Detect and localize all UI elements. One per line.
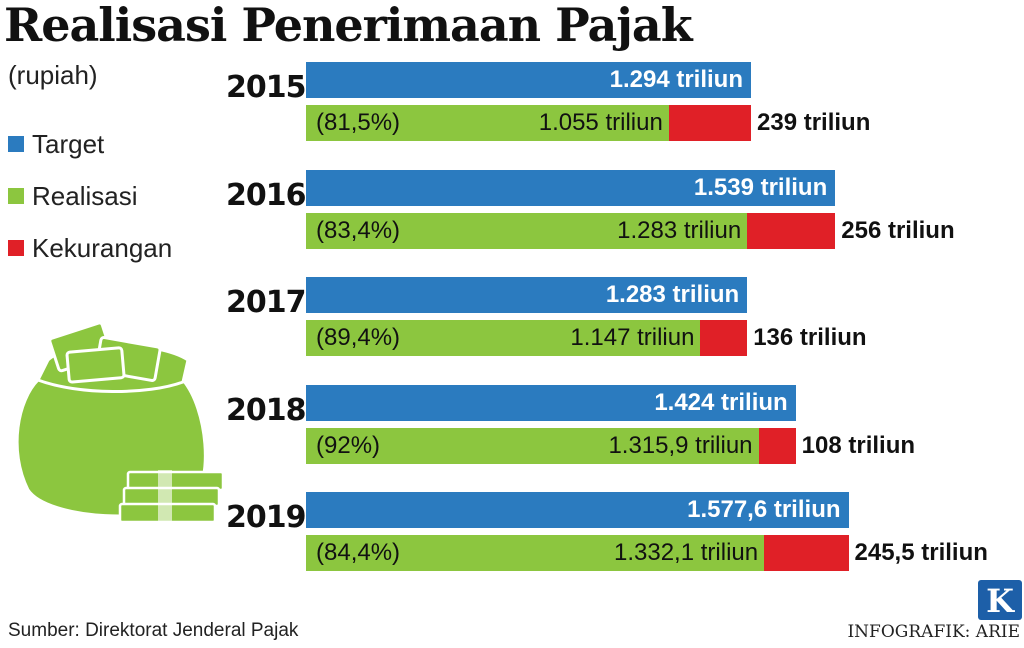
legend-swatch-realisasi: [8, 188, 24, 204]
kekurangan-value-label: 245,5 triliun: [854, 539, 988, 566]
target-value-label: 1.283 triliun: [605, 281, 740, 308]
legend-item-realisasi: Realisasi: [8, 170, 172, 222]
money-bag-icon: [15, 321, 225, 524]
legend-label-kekurangan: Kekurangan: [32, 232, 173, 263]
percent-label: (84,4%): [316, 539, 401, 566]
realisasi-value-label: 1.147 triliun: [570, 324, 695, 351]
kekurangan-bar: [700, 320, 748, 356]
legend: Target Realisasi Kekurangan: [8, 118, 172, 274]
kompas-logo-icon: K: [978, 580, 1022, 620]
realisasi-value-label: 1.283 triliun: [617, 216, 742, 244]
realisasi-bar: (81,5%) 1.055 triliun: [306, 105, 669, 141]
money-stack-icon: [118, 470, 225, 524]
realisasi-bar: (83,4%) 1.283 triliun: [306, 212, 748, 249]
percent-label: (81,5%): [316, 109, 401, 136]
target-bar: 1.577,6 triliun: [306, 492, 849, 528]
legend-item-target: Target: [8, 118, 172, 170]
kekurangan-value-label: 108 triliun: [801, 431, 916, 459]
legend-swatch-target: [8, 136, 24, 152]
kekurangan-bar: [758, 427, 796, 464]
target-bar: 1.424 triliun: [306, 384, 796, 421]
year-label: 2018: [226, 392, 307, 428]
realisasi-value-label: 1.332,1 triliun: [614, 539, 759, 566]
chart-title: Realisasi Penerimaan Pajak: [4, 0, 693, 52]
kekurangan-value-label: 136 triliun: [753, 324, 867, 351]
percent-label: (92%): [316, 431, 381, 459]
year-label: 2019: [226, 500, 307, 535]
kekurangan-value-label: 256 triliun: [841, 216, 955, 244]
realisasi-value-label: 1.055 triliun: [538, 109, 663, 136]
unit-label: (rupiah): [8, 60, 98, 90]
target-bar: 1.283 triliun: [306, 277, 748, 313]
realisasi-bar: (92%) 1.315,9 triliun: [306, 427, 759, 464]
source-note: Sumber: Direktorat Jenderal Pajak: [8, 620, 299, 641]
target-bar: 1.539 triliun: [306, 169, 836, 206]
legend-swatch-kekurangan: [8, 240, 24, 256]
credit-note: INFOGRAFIK: ARIE: [847, 622, 1020, 642]
target-value-label: 1.539 triliun: [693, 173, 828, 201]
target-value-label: 1.294 triliun: [609, 66, 743, 93]
year-label: 2017: [226, 285, 307, 320]
kekurangan-bar: [764, 535, 849, 571]
target-value-label: 1.424 triliun: [654, 388, 788, 416]
year-label: 2015: [226, 70, 307, 105]
legend-item-kekurangan: Kekurangan: [8, 222, 172, 274]
realisasi-value-label: 1.315,9 triliun: [608, 431, 753, 459]
percent-label: (83,4%): [316, 216, 401, 244]
legend-label-target: Target: [32, 128, 105, 159]
realisasi-bar: (84,4%) 1.332,1 triliun: [306, 535, 765, 571]
target-value-label: 1.577,6 triliun: [687, 496, 841, 523]
kekurangan-bar: [747, 212, 836, 249]
legend-label-realisasi: Realisasi: [32, 180, 138, 211]
logo-letter: K: [986, 582, 1015, 620]
year-label: 2016: [226, 177, 307, 213]
kekurangan-value-label: 239 triliun: [757, 109, 871, 136]
percent-label: (89,4%): [316, 324, 401, 351]
realisasi-bar: (89,4%) 1.147 triliun: [306, 320, 701, 356]
target-bar: 1.294 triliun: [306, 62, 751, 98]
kekurangan-bar: [668, 105, 751, 141]
